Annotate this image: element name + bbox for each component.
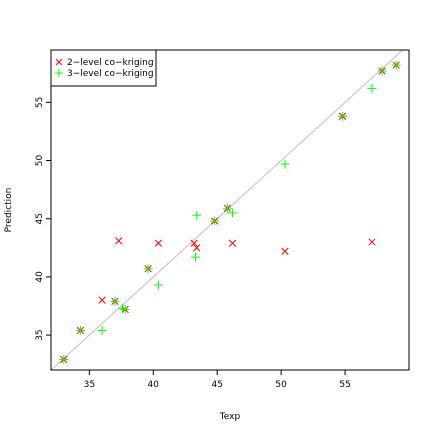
data-point (281, 247, 289, 255)
y-tick-label: 55 (35, 97, 45, 108)
x-tick-label: 45 (211, 380, 222, 390)
data-point (280, 159, 290, 169)
reference-line-layer (51, 50, 404, 370)
data-point (191, 252, 200, 262)
y-tick-label: 35 (35, 329, 45, 340)
data-point (154, 239, 163, 247)
x-axis-label: Texp (219, 412, 241, 422)
data-point (115, 237, 123, 245)
data-point (391, 60, 401, 70)
data-point (222, 203, 232, 213)
x-tick-label: 35 (84, 380, 95, 390)
data-point (228, 208, 238, 218)
data-point (75, 325, 85, 335)
data-point (97, 325, 107, 335)
identity-reference-line (51, 50, 404, 370)
plot-frame (50, 49, 410, 371)
data-point (118, 303, 128, 313)
y-axis-label: Prediction (4, 188, 14, 233)
legend-box (50, 49, 157, 87)
legend-label: 2−level co−kriging (67, 58, 154, 68)
data-point (367, 83, 377, 93)
series-2 (59, 60, 401, 364)
x-tick-label: 40 (148, 380, 160, 390)
data-point (192, 210, 202, 220)
data-point (98, 296, 106, 304)
legend-marker (54, 68, 64, 78)
x-tick-label: 55 (339, 380, 350, 390)
data-point (228, 239, 237, 247)
data-point (338, 111, 347, 121)
y-tick-label: 45 (35, 213, 45, 224)
data-point (193, 244, 201, 252)
data-point (110, 296, 120, 306)
data-point (153, 280, 163, 290)
data-point (143, 264, 153, 274)
data-point (190, 239, 198, 247)
x-axis: 35 40 45 50 55 (84, 370, 351, 390)
data-point (377, 66, 387, 76)
y-axis: 35 40 45 50 55 (35, 97, 51, 341)
series-1 (60, 61, 400, 364)
y-tick-label: 50 (35, 155, 45, 167)
legend-label: 3−level co−kriging (67, 69, 154, 79)
points-layer (59, 60, 401, 364)
data-point (120, 305, 130, 314)
x-tick-label: 50 (275, 380, 287, 390)
legend-marker (55, 58, 63, 66)
y-tick-label: 40 (35, 271, 45, 283)
data-point (368, 238, 376, 246)
data-point (59, 355, 69, 364)
data-point (210, 216, 220, 226)
